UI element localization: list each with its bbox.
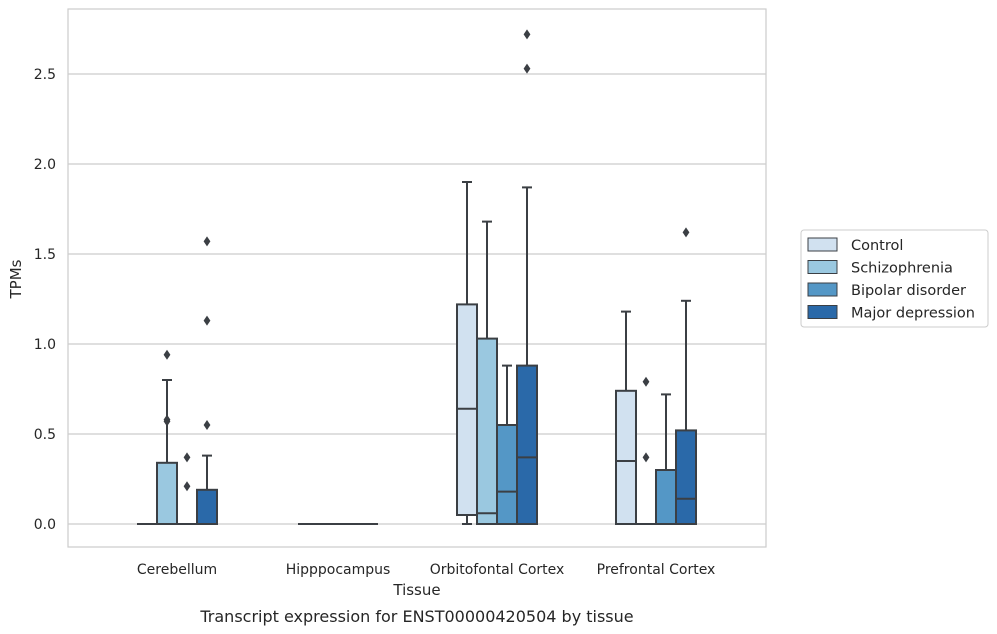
x-tick-label: Hipppocampus [286,562,391,578]
outlier-point [682,227,690,238]
x-axis-title: Tissue [392,581,440,599]
y-tick-label: 0.0 [34,517,56,533]
legend: Control Schizophrenia Bipolar disorder Majo… [800,229,989,328]
outlier-point [183,481,191,492]
x-tick-labels: Cerebellum Hipppocampus Orbitofontal Corte… [137,562,715,578]
plot-area-frame [67,8,767,548]
box-group [496,364,518,525]
box-group [476,220,498,525]
box-group [196,236,218,525]
figure-caption: Transcript expression for ENST0000042050… [199,607,633,626]
y-tick-label: 2.5 [34,67,56,83]
y-gridlines [68,73,766,525]
outlier-point [642,452,650,463]
legend-label: Schizophrenia [851,261,953,277]
y-tick-label: 1.0 [34,337,56,353]
box-body [516,364,538,525]
outlier-point [203,420,211,430]
box-body [196,488,218,525]
outlier-point [642,376,650,387]
legend-label: Control [851,238,903,254]
outlier-point [203,236,211,247]
box-group [456,181,478,525]
outlier-point [523,29,531,40]
box-group [177,452,197,525]
box-group [655,393,677,525]
y-axis-title: TPMs [7,259,25,299]
legend-swatch [807,305,838,319]
box-group [675,227,697,525]
box-group [156,349,178,525]
legend-swatch [807,260,838,274]
legend-swatch [807,237,838,252]
legend-label: Bipolar disorder [851,283,966,299]
y-tick-label: 0.5 [34,427,56,443]
box-group [516,29,538,525]
x-tick-label: Prefrontal Cortex [597,562,716,578]
y-tick-label: 1.5 [34,247,56,263]
outlier-point [203,315,211,326]
y-tick-labels: 0.0 0.5 1.0 1.5 2.0 2.5 [34,67,56,533]
box-body [655,469,677,525]
y-tick-label: 2.0 [34,157,56,173]
legend-frame [800,229,989,328]
box-group [636,376,656,525]
box-body [615,389,637,525]
outlier-point [183,452,191,463]
box-group [615,310,637,525]
box-body [496,424,518,525]
box-body [476,337,498,525]
legend-swatch [807,282,838,297]
box-body [156,461,178,525]
outlier-point [163,416,171,427]
outlier-point [163,349,171,360]
box-elements [137,29,697,525]
outlier-point [523,63,531,74]
legend-label: Major depression [851,306,975,322]
x-tick-label: Orbitofontal Cortex [430,562,565,578]
box-body [675,429,697,525]
x-tick-label: Cerebellum [137,562,217,578]
